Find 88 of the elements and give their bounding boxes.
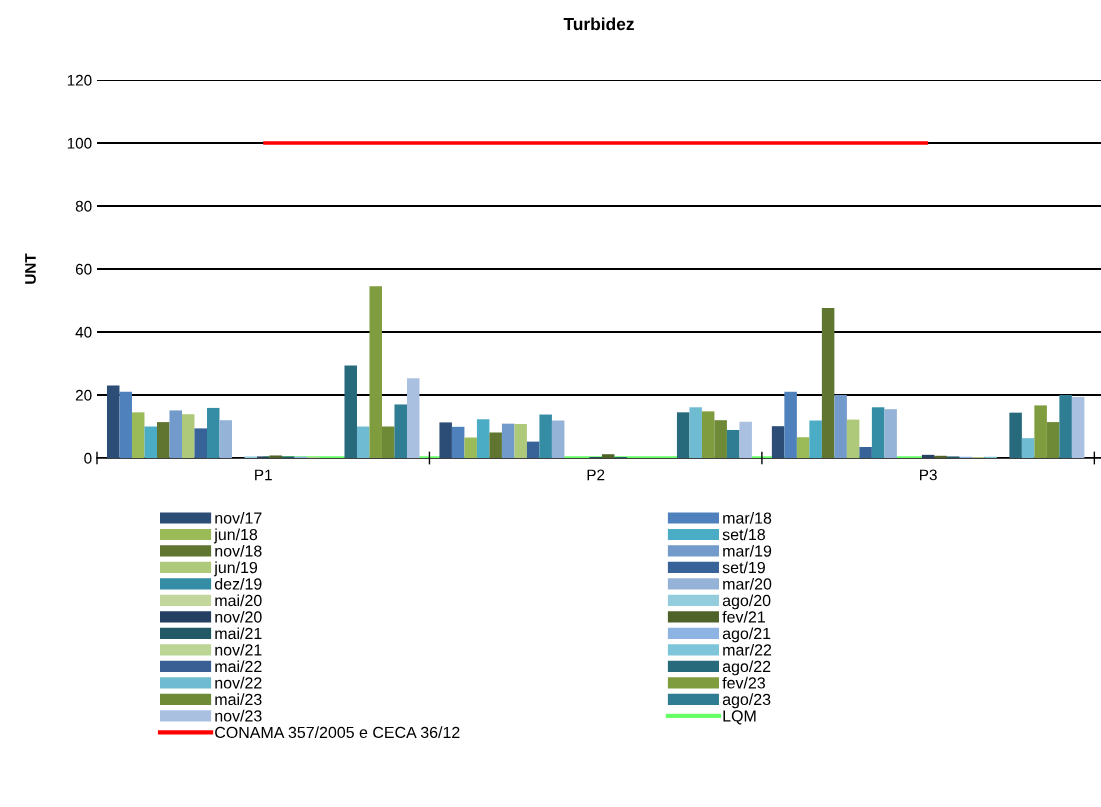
bar (514, 423, 527, 458)
bar (369, 286, 382, 458)
bar (714, 420, 727, 458)
bar (871, 407, 885, 458)
legend-label: set/18 (722, 528, 765, 541)
y-tick-label: 0 (84, 452, 92, 464)
legend-label: ago/23 (722, 693, 771, 709)
bar (934, 455, 947, 458)
bar (464, 437, 477, 458)
bar (884, 409, 897, 458)
legend-label: nov/21 (215, 643, 262, 656)
bar (144, 426, 157, 458)
chart-title: Turbidez (563, 17, 634, 31)
legend-label: jun/18 (213, 528, 258, 544)
bar (539, 414, 552, 458)
x-tick-label: P2 (587, 469, 605, 481)
bar (859, 446, 872, 458)
legend-label: fev/21 (722, 610, 765, 623)
bar (1046, 422, 1060, 458)
legend-label: mar/18 (723, 512, 772, 524)
bar (489, 432, 502, 458)
bar (119, 391, 132, 458)
legend-label: ago/21 (722, 627, 771, 643)
legend-label: nov/20 (215, 610, 262, 623)
bar (156, 422, 170, 458)
legend-label: LQM (723, 710, 756, 725)
bar (219, 420, 232, 458)
legend-label: mai/21 (215, 627, 262, 640)
x-tick-label: P3 (920, 469, 937, 481)
bar (476, 419, 490, 458)
legend-label: set/19 (722, 561, 765, 574)
bar (739, 421, 752, 458)
bar (846, 419, 860, 458)
bar (381, 426, 395, 458)
bar (676, 412, 690, 458)
bar (394, 404, 407, 458)
legend-label: nov/17 (215, 512, 262, 524)
bar (689, 407, 702, 458)
bar (356, 426, 370, 458)
y-tick-label: 60 (75, 263, 92, 275)
bar (1059, 395, 1072, 458)
bar (821, 308, 835, 458)
bar (551, 420, 565, 458)
legend-label: mar/22 (723, 643, 772, 656)
bar (1071, 396, 1085, 458)
bar (131, 412, 145, 458)
bar (406, 378, 420, 458)
y-axis-title: UNT (25, 253, 36, 284)
legend-label: dez/19 (214, 577, 262, 590)
legend-label: mar/20 (723, 577, 772, 590)
legend-label: mai/23 (215, 693, 262, 706)
legend-label: ago/20 (722, 594, 771, 610)
legend-label: nov/18 (215, 544, 262, 557)
bar (784, 391, 797, 458)
bar (169, 410, 182, 458)
y-tick-label: 40 (75, 326, 92, 338)
y-tick-label: 100 (67, 137, 92, 149)
bar (451, 426, 465, 458)
bar (106, 385, 120, 458)
bar (344, 365, 357, 458)
bar (1009, 412, 1022, 458)
legend-label: ago/22 (722, 660, 771, 676)
bar (1021, 438, 1035, 458)
legend-label: mai/20 (215, 594, 262, 607)
bar (834, 395, 847, 458)
legend-label: nov/22 (215, 676, 262, 689)
bar (809, 420, 822, 458)
legend-label: mai/22 (215, 660, 262, 673)
y-tick-label: 20 (75, 389, 92, 401)
legend-label: mar/19 (723, 544, 772, 557)
x-tick-label: P1 (255, 469, 272, 481)
y-tick-label: 120 (67, 74, 92, 86)
bar (771, 426, 785, 458)
legend-label: jun/19 (213, 561, 258, 577)
bar (181, 414, 195, 458)
legend-label: CONAMA 357/2005 e CECA 36/12 (215, 726, 460, 739)
legend-label: nov/23 (215, 709, 262, 722)
bar (701, 411, 715, 458)
bar (526, 441, 540, 458)
bar (206, 407, 220, 458)
bar (439, 422, 452, 458)
bar (726, 429, 740, 458)
bar (501, 423, 515, 458)
bar (1034, 405, 1047, 458)
y-tick-label: 80 (75, 200, 92, 212)
bar (796, 437, 810, 458)
bar (194, 428, 207, 458)
legend-label: fev/23 (722, 676, 765, 689)
